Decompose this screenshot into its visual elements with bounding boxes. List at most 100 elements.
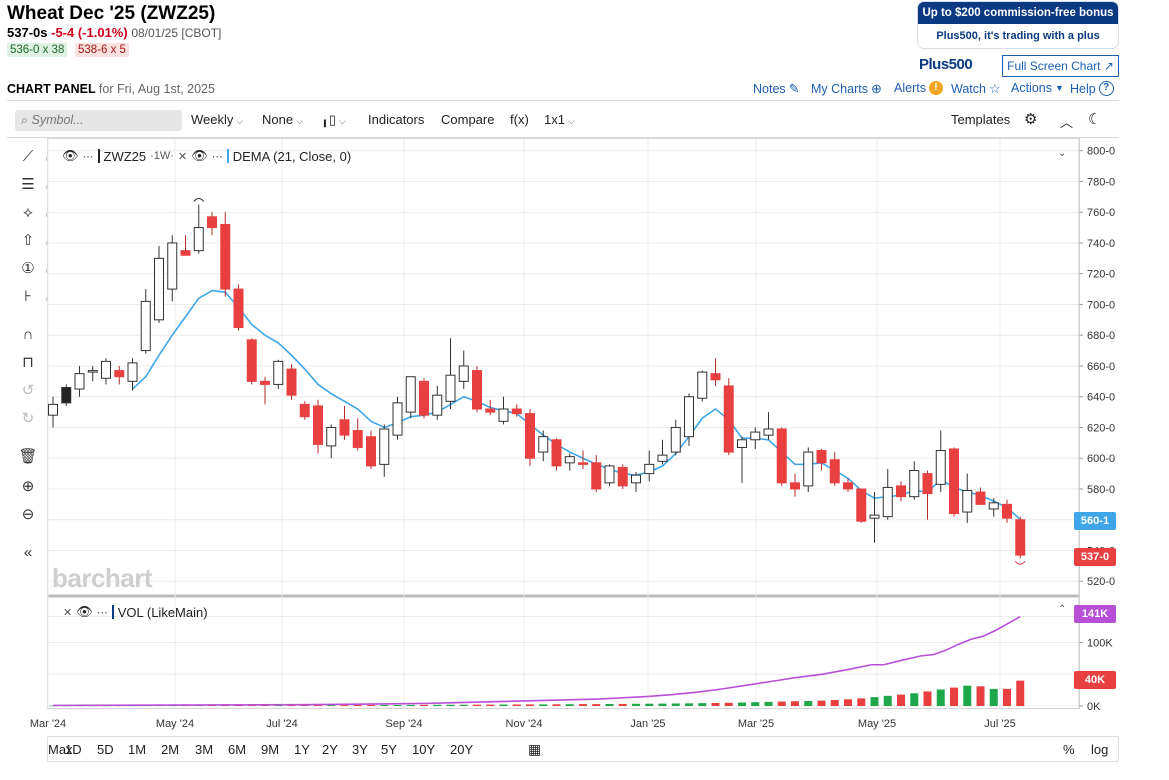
undo-icon[interactable]: ↺: [21, 382, 35, 399]
price-axis: 800-0 780-0 760-0 740-0 720-0 700-0 680-0 660-0…: [30, 139, 1115, 730]
candle: [405, 376, 416, 419]
candle-body: [352, 430, 363, 448]
trendline-tool-icon[interactable]: ⟋ ›: [22, 148, 48, 165]
candle: [975, 487, 986, 505]
log-scale-button[interactable]: log: [1091, 742, 1109, 757]
volume-bar: [751, 702, 760, 706]
help-link[interactable]: Help ?: [1070, 81, 1114, 96]
candle: [551, 438, 562, 471]
timeframe-1d-button[interactable]: 1D: [65, 742, 82, 757]
templates-button[interactable]: Templates: [951, 112, 1011, 127]
layout-select[interactable]: 1x1 ⌵: [544, 112, 575, 127]
more-icon[interactable]: ⋯: [82, 150, 94, 163]
candle: [366, 430, 376, 469]
volume-bar: [486, 704, 495, 706]
timeframe-1m-button[interactable]: 1M: [128, 742, 147, 757]
timeframe-3y-button[interactable]: 3Y: [352, 742, 368, 757]
volume-bar: [473, 704, 481, 706]
chart-type-select[interactable]: ╻▯ ⌵: [321, 112, 346, 128]
dark-mode-icon[interactable]: ☾: [1088, 111, 1102, 128]
collapse-sidebar-icon[interactable]: «: [23, 544, 33, 561]
candle-body: [525, 413, 535, 459]
more-icon[interactable]: ⋯: [211, 150, 223, 163]
fibonacci-tool-icon[interactable]: ☰ ›: [21, 176, 48, 193]
volume-bar: [791, 701, 799, 706]
collapse-up-icon[interactable]: ︿: [1060, 115, 1074, 130]
candle: [286, 364, 297, 400]
alerts-link[interactable]: Alerts !: [894, 81, 943, 95]
redo-icon[interactable]: ↻: [21, 410, 35, 427]
candle: [419, 378, 429, 419]
volume-bar: [883, 695, 892, 706]
magnet-icon[interactable]: ∩: [22, 326, 34, 343]
candle: [1002, 499, 1012, 523]
close-icon[interactable]: ✕: [177, 150, 188, 163]
period-select[interactable]: Weekly ⌵: [191, 112, 243, 127]
study-color-bar: [226, 149, 229, 163]
dema-price-tag: 560-1: [1074, 512, 1116, 530]
timeframe-10y-button[interactable]: 10Y: [412, 742, 436, 757]
my-charts-link[interactable]: My Charts ⊕: [811, 81, 882, 97]
annotation-tool-icon[interactable]: ① ›: [21, 260, 48, 277]
plus500-logo[interactable]: Plus500: [919, 56, 973, 73]
eye-icon[interactable]: 👁: [76, 604, 93, 619]
timeframe-2y-button[interactable]: 2Y: [322, 742, 338, 757]
percent-scale-button[interactable]: %: [1063, 742, 1075, 757]
timeframe-5d-button[interactable]: 5D: [97, 742, 114, 757]
timeframe-3m-button[interactable]: 3M: [195, 742, 214, 757]
candle: [644, 450, 655, 482]
notes-link[interactable]: Notes ✎: [753, 81, 800, 97]
chevron-down-icon[interactable]: ⌄: [1058, 148, 1067, 159]
timeframe-5y-button[interactable]: 5Y: [381, 742, 397, 757]
timeframe-max-button[interactable]: Max: [48, 742, 73, 757]
timeframe-2m-button[interactable]: 2M: [161, 742, 180, 757]
volume-bar: [936, 689, 945, 706]
candle-body: [286, 368, 297, 396]
volume-bar: [592, 704, 601, 706]
x-tick-label: May '24: [156, 718, 194, 730]
y-tick-label: 620-0: [1087, 422, 1115, 434]
candle: [260, 376, 270, 405]
indicators-button[interactable]: Indicators: [368, 112, 425, 127]
candle: [140, 289, 151, 354]
measure-tool-icon[interactable]: ⊦ ›: [24, 288, 48, 305]
watch-link[interactable]: Watch ☆: [951, 81, 1001, 97]
candle-body: [114, 370, 125, 378]
candle: [896, 481, 906, 502]
compare-button[interactable]: Compare: [441, 112, 495, 127]
gear-icon[interactable]: ⚙: [1024, 111, 1038, 128]
zoom-out-icon[interactable]: ⊖: [21, 506, 35, 523]
shape-tool-icon[interactable]: ⟡ ›: [23, 204, 48, 221]
calendar-icon[interactable]: ▦: [528, 741, 542, 757]
full-screen-chart-button[interactable]: Full Screen Chart ↗: [1002, 55, 1119, 77]
star-icon: ☆: [988, 81, 1001, 96]
volume-line: [52, 615, 1021, 707]
timeframe-20y-button[interactable]: 20Y: [450, 742, 474, 757]
overlay-select[interactable]: None ⌵: [262, 112, 303, 127]
volume-bar: [327, 705, 336, 706]
eye-icon[interactable]: 👁: [62, 148, 79, 163]
timeframe-6m-button[interactable]: 6M: [228, 742, 247, 757]
eye-icon[interactable]: 👁: [191, 148, 208, 163]
candle: [829, 452, 840, 486]
function-button[interactable]: f(x): [510, 112, 529, 127]
more-icon[interactable]: ⋯: [96, 606, 108, 619]
timeframe-1y-button[interactable]: 1Y: [294, 742, 310, 757]
candle: [114, 365, 125, 385]
close-icon[interactable]: ✕: [63, 606, 73, 619]
volume-bar: [870, 697, 879, 706]
trash-icon[interactable]: 🗑: [18, 448, 38, 465]
volume-bar: [830, 699, 839, 706]
ad-banner[interactable]: Up to $200 commission-free bonus Plus500…: [917, 1, 1119, 49]
chevron-up-icon[interactable]: ⌃: [1058, 604, 1067, 615]
candle: [233, 284, 244, 331]
actions-menu[interactable]: Actions ▼: [1011, 81, 1064, 95]
volume-bar: [353, 705, 362, 706]
unlock-icon[interactable]: ⊓: [22, 354, 34, 371]
timeframe-9m-button[interactable]: 9M: [261, 742, 280, 757]
symbol-search-input[interactable]: ⌕ Symbol...: [15, 110, 182, 131]
volume-bar: [923, 691, 932, 706]
zoom-in-icon[interactable]: ⊕: [21, 478, 35, 495]
arrow-tool-icon[interactable]: ⇧ ›: [21, 232, 48, 249]
